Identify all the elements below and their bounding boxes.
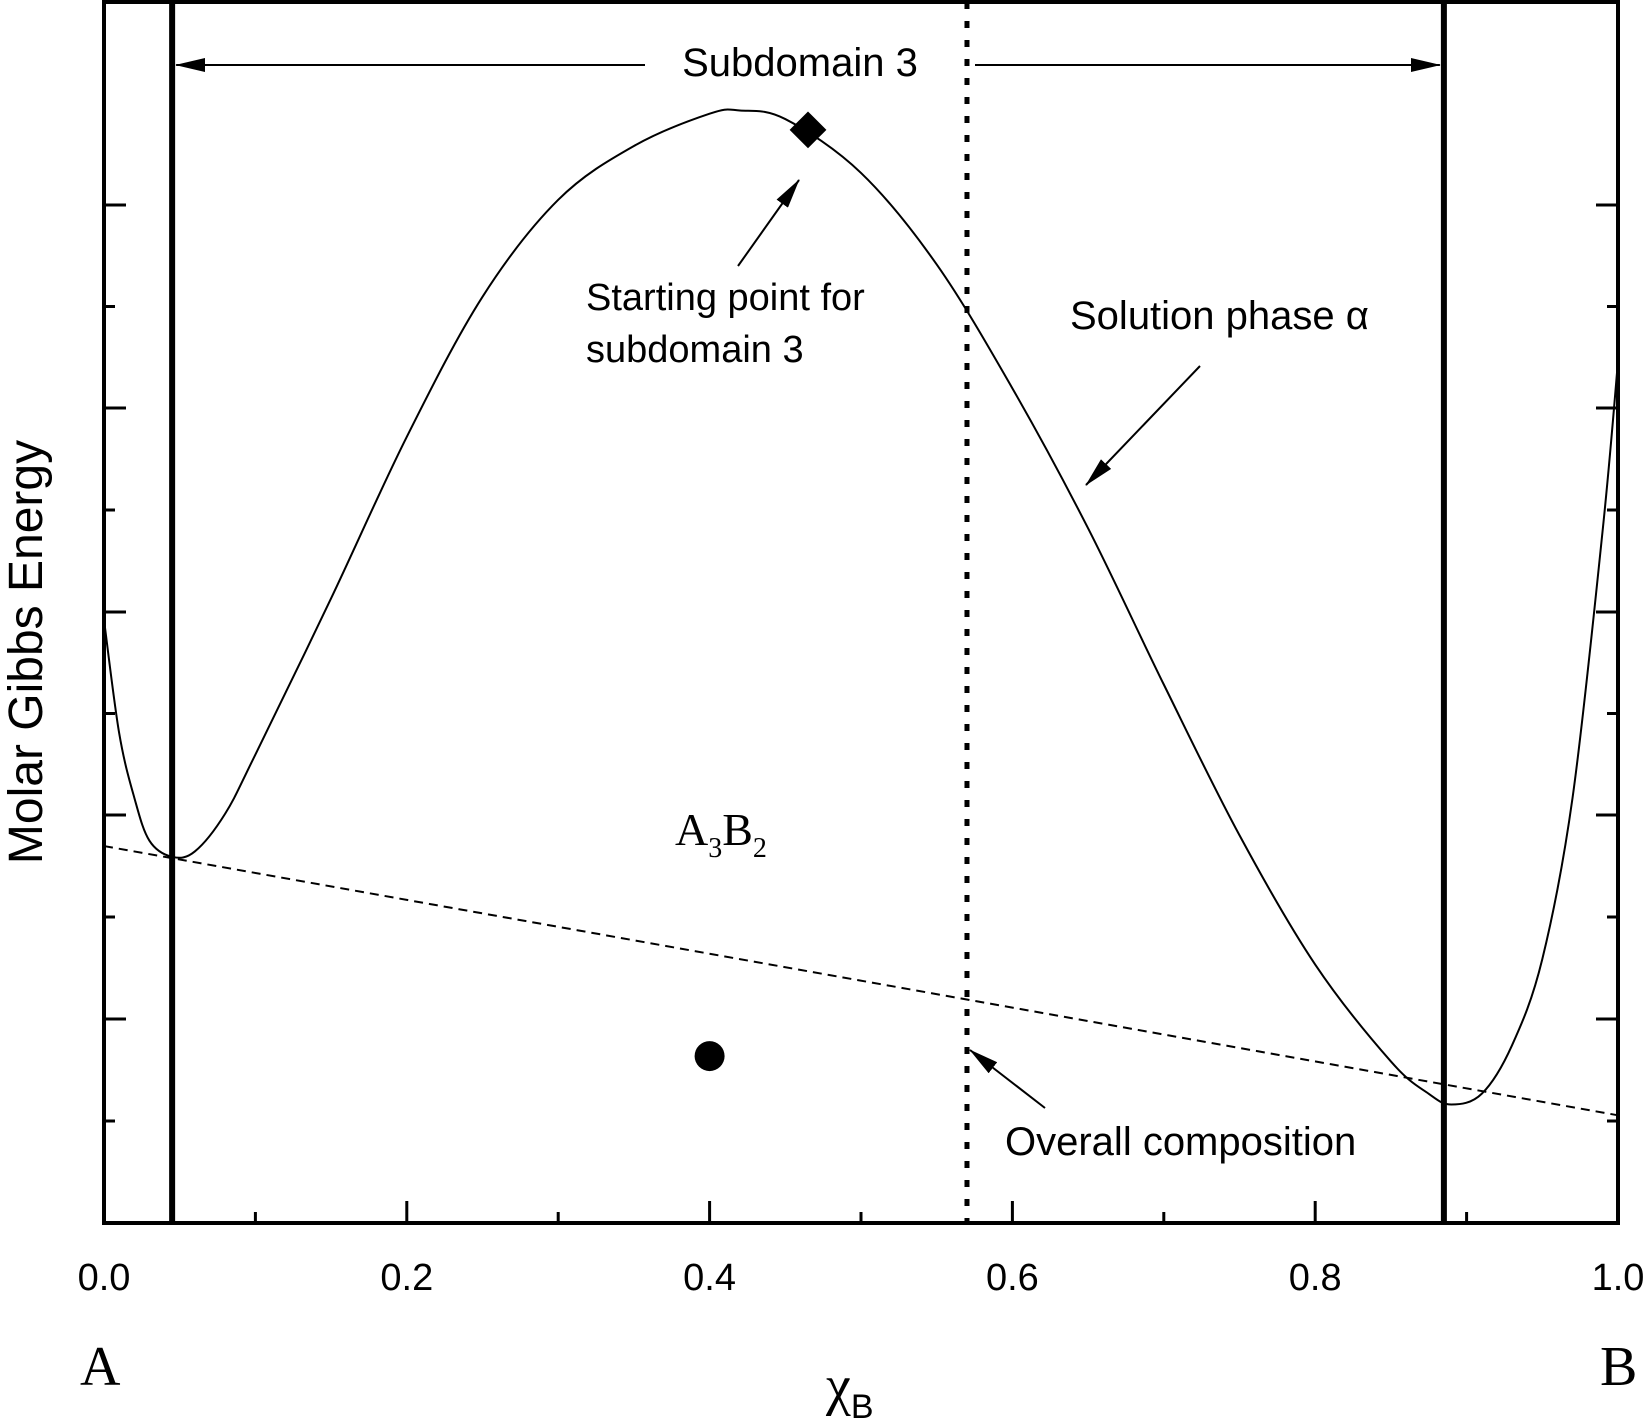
x-tick-label: 1.0 [1592,1257,1645,1299]
x-tick-label: 0.4 [683,1257,736,1299]
compound-label-sub2: 2 [753,833,767,864]
x-axis-label: χB [825,1355,874,1426]
common-tangent-line [103,845,1619,1117]
endpoint-label-b: B [1600,1336,1637,1398]
plot-frame [102,0,1620,1225]
compound-label-sub1: 3 [708,833,722,864]
starting-point-label-line1: Starting point for [586,277,865,319]
solution-phase-arrow [1085,365,1201,486]
starting-point-arrow [737,179,800,267]
starting-point-diamond [789,111,827,149]
subdomain-label: Subdomain 3 [682,41,918,85]
starting-point-label-line2: subdomain 3 [586,329,804,371]
compound-label: A3B2 [675,804,767,864]
x-tick-label: 0.6 [986,1257,1039,1299]
overall-composition-arrow [969,1049,1046,1109]
y-axis-ticks [104,203,1618,1225]
x-tick-label: 0.2 [380,1257,433,1299]
compound-a3b2-point [694,1041,725,1072]
solution-phase-label: Solution phase α [1070,294,1369,338]
x-axis-label-sub: B [851,1388,874,1426]
x-tick-label: 0.0 [78,1257,131,1299]
compound-label-a: A [675,804,708,855]
x-axis-ticks [102,1201,1620,1223]
overall-composition-label: Overall composition [1005,1120,1356,1164]
endpoint-label-a: A [80,1336,121,1398]
compound-label-b: B [722,804,753,855]
vertical-lines [169,2,1447,1223]
x-axis-label-chi: χ [825,1355,851,1417]
y-axis-label: Molar Gibbs Energy [0,440,53,864]
solution-phase-alpha-curve [103,108,1619,1106]
x-tick-label: 0.8 [1289,1257,1342,1299]
x-axis-tick-labels: 0.0 0.2 0.4 0.6 0.8 1.0 [78,1257,1645,1299]
